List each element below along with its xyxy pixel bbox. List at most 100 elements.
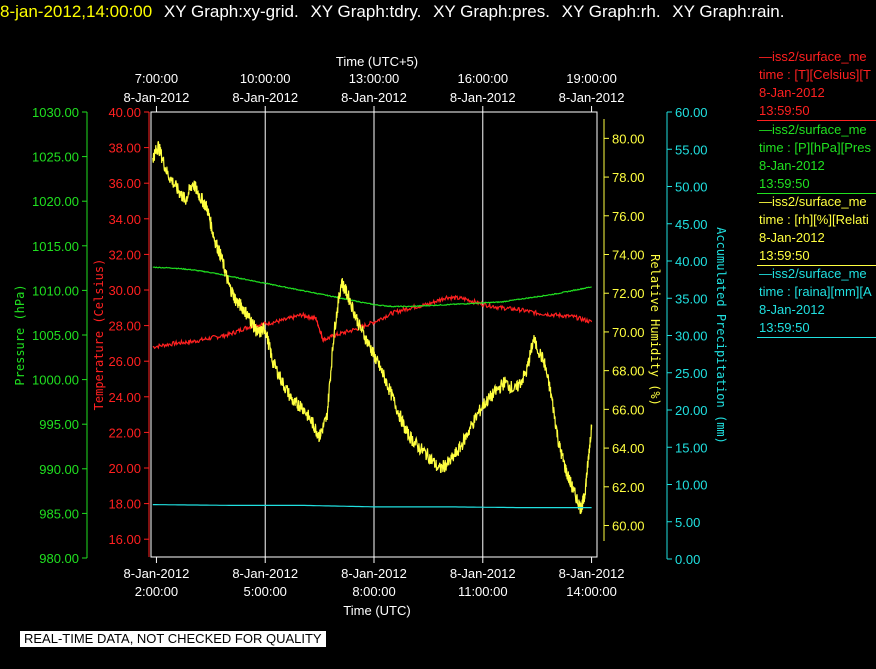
x-tick-label-date: 8-Jan-2012 <box>450 566 516 581</box>
y-tick-label-pressure: 1025.00 <box>32 150 79 165</box>
y-axis-label-rain: Accumulated Precipitation (mm) <box>714 227 728 444</box>
legend-field: time : [P][hPa][Pres <box>759 140 871 155</box>
y-tick-label-pressure: 990.00 <box>39 462 79 477</box>
title-graph-3: XY Graph:pres. <box>433 2 550 21</box>
series-line-rh <box>152 141 593 515</box>
x-top-tick-label-time: 19:00:00 <box>566 71 617 86</box>
x-top-axis-label: Time (UTC+5) <box>336 54 418 69</box>
title-graph-4: XY Graph:rh. <box>561 2 661 21</box>
y-tick-label-rain: 60.00 <box>675 105 708 120</box>
legend-series: —iss2/surface_me <box>759 266 867 281</box>
x-tick-label-time: 5:00:00 <box>244 584 287 599</box>
y-tick-label-rain: 45.00 <box>675 217 708 232</box>
legend-series: —iss2/surface_me <box>759 122 867 137</box>
y-tick-label-rain: 55.00 <box>675 142 708 157</box>
legend-entry-temperature: —iss2/surface_me time : [T][Celsius][T 8… <box>757 48 876 121</box>
y-tick-label-rain: 30.00 <box>675 329 708 344</box>
y-axis-label-rh: Relative Humidity (%) <box>648 254 662 406</box>
y-tick-label-temperature: 40.00 <box>108 105 141 120</box>
legend-series: —iss2/surface_me <box>759 49 867 64</box>
x-axis-label: Time (UTC) <box>343 603 410 618</box>
y-tick-label-temperature: 18.00 <box>108 497 141 512</box>
y-tick-label-pressure: 1020.00 <box>32 194 79 209</box>
x-top-tick-label-date: 8-Jan-2012 <box>124 90 190 105</box>
quality-notice: REAL-TIME DATA, NOT CHECKED FOR QUALITY <box>20 631 326 647</box>
legend-field: time : [raina][mm][A <box>759 284 872 299</box>
x-tick-label-time: 2:00:00 <box>135 584 178 599</box>
y-tick-label-rain: 5.00 <box>675 515 700 530</box>
y-tick-label-rain: 40.00 <box>675 254 708 269</box>
y-tick-label-temperature: 26.00 <box>108 354 141 369</box>
legend-entry-rain: —iss2/surface_me time : [raina][mm][A 8-… <box>757 265 876 338</box>
y-tick-label-rh: 76.00 <box>612 209 645 224</box>
x-top-tick-label-time: 10:00:00 <box>240 71 291 86</box>
y-tick-label-rh: 72.00 <box>612 286 645 301</box>
y-tick-label-temperature: 36.00 <box>108 176 141 191</box>
legend-entry-humidity: —iss2/surface_me time : [rh][%][Relati 8… <box>757 193 876 266</box>
y-tick-label-temperature: 22.00 <box>108 425 141 440</box>
y-tick-label-rh: 62.00 <box>612 480 645 495</box>
y-tick-label-temperature: 20.00 <box>108 461 141 476</box>
title-graph-1: XY Graph:xy-grid. <box>163 2 299 21</box>
y-tick-label-rh: 70.00 <box>612 325 645 340</box>
y-tick-label-temperature: 34.00 <box>108 212 141 227</box>
x-top-tick-label-time: 16:00:00 <box>457 71 508 86</box>
title-timestamp: 8-jan-2012,14:00:00 <box>0 2 153 21</box>
x-top-tick-label-date: 8-Jan-2012 <box>232 90 298 105</box>
y-tick-label-rain: 35.00 <box>675 291 708 306</box>
y-tick-label-rh: 78.00 <box>612 170 645 185</box>
x-top-tick-label-date: 8-Jan-2012 <box>341 90 407 105</box>
legend-date: 8-Jan-2012 <box>759 85 825 100</box>
y-tick-label-pressure: 1005.00 <box>32 328 79 343</box>
legend-time: 13:59:50 <box>759 103 810 118</box>
y-tick-label-temperature: 32.00 <box>108 247 141 262</box>
y-tick-label-temperature: 38.00 <box>108 141 141 156</box>
title-bar: 8-jan-2012,14:00:00 XY Graph:xy-grid. XY… <box>0 0 791 24</box>
y-tick-label-rain: 50.00 <box>675 180 708 195</box>
y-tick-label-rain: 10.00 <box>675 478 708 493</box>
y-tick-label-pressure: 1015.00 <box>32 239 79 254</box>
x-top-tick-label-time: 7:00:00 <box>135 71 178 86</box>
legend-series-name: iss2/surface_me <box>772 122 867 137</box>
legend-time: 13:59:50 <box>759 176 810 191</box>
y-tick-label-temperature: 16.00 <box>108 532 141 547</box>
x-tick-label-time: 14:00:00 <box>566 584 617 599</box>
y-tick-label-temperature: 28.00 <box>108 319 141 334</box>
legend-series-name: iss2/surface_me <box>772 266 867 281</box>
x-tick-label-time: 11:00:00 <box>458 584 508 599</box>
legend-series-name: iss2/surface_me <box>772 49 867 64</box>
y-tick-label-pressure: 1000.00 <box>32 373 79 388</box>
y-tick-label-rain: 0.00 <box>675 552 700 567</box>
y-tick-label-rh: 64.00 <box>612 441 645 456</box>
title-graph-5: XY Graph:rain. <box>672 2 785 21</box>
y-tick-label-rain: 25.00 <box>675 366 708 381</box>
y-tick-label-rh: 68.00 <box>612 364 645 379</box>
legend-series: —iss2/surface_me <box>759 194 867 209</box>
y-tick-label-pressure: 1030.00 <box>32 105 79 120</box>
x-tick-label-time: 8:00:00 <box>352 584 395 599</box>
legend-time: 13:59:50 <box>759 320 810 335</box>
x-tick-label-date: 8-Jan-2012 <box>341 566 407 581</box>
legend-field: time : [T][Celsius][T <box>759 67 871 82</box>
x-tick-label-date: 8-Jan-2012 <box>559 566 625 581</box>
series-line-temperature <box>152 294 593 350</box>
series-line-rain <box>152 504 592 509</box>
legend-date: 8-Jan-2012 <box>759 230 825 245</box>
x-tick-label-date: 8-Jan-2012 <box>232 566 298 581</box>
legend-field: time : [rh][%][Relati <box>759 212 869 227</box>
y-tick-label-rh: 80.00 <box>612 131 645 146</box>
legend-series-name: iss2/surface_me <box>772 194 867 209</box>
series-line-pressure <box>152 266 592 308</box>
y-tick-label-pressure: 985.00 <box>39 506 79 521</box>
title-graph-2: XY Graph:tdry. <box>310 2 422 21</box>
y-tick-label-pressure: 995.00 <box>39 417 79 432</box>
x-top-tick-label-date: 8-Jan-2012 <box>450 90 516 105</box>
y-tick-label-rain: 15.00 <box>675 440 708 455</box>
y-tick-label-pressure: 1010.00 <box>32 283 79 298</box>
y-axis-label-pressure: Pressure (hPa) <box>13 284 27 385</box>
legend-entry-pressure: —iss2/surface_me time : [P][hPa][Pres 8-… <box>757 121 876 194</box>
x-top-tick-label-date: 8-Jan-2012 <box>559 90 625 105</box>
legend-date: 8-Jan-2012 <box>759 302 825 317</box>
y-tick-label-rain: 20.00 <box>675 403 708 418</box>
